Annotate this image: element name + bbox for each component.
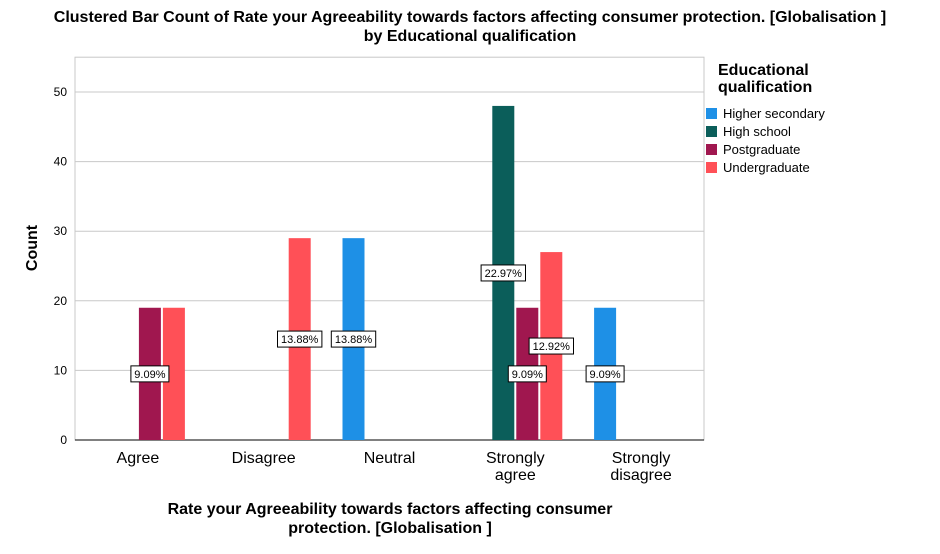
legend-item: Postgraduate [706,142,800,157]
legend-item: Undergraduate [706,160,810,175]
x-tick-label: Agree [117,450,160,467]
y-axis-label: Count [24,224,41,271]
legend-swatch [706,108,717,119]
legend-label: High school [723,124,791,139]
y-tick-label: 40 [54,155,68,169]
legend-swatch [706,162,717,173]
chart-title-line-2: by Educational qualification [363,28,577,45]
legend-swatch [706,144,717,155]
legend-item: Higher secondary [706,106,825,121]
x-axis-label-line-2: protection. [Globalisation ] [288,520,492,537]
data-label: 13.88% [330,330,377,348]
legend-title: Educational qualification [718,62,868,96]
data-label: 22.97% [480,264,527,282]
legend-title-line-2: qualification [718,79,813,96]
legend-item: High school [706,124,791,139]
y-tick-label: 10 [54,363,68,377]
svg-text:13.88%: 13.88% [281,334,319,346]
legend-title-line-1: Educational [718,62,809,79]
svg-text:13.88%: 13.88% [335,334,373,346]
chart-title: Clustered Bar Count of Rate your Agreeab… [0,8,940,46]
x-tick-label: disagree [610,467,671,484]
x-axis-label-line-1: Rate your Agreeability towards factors a… [167,501,613,518]
svg-text:12.92%: 12.92% [533,341,571,353]
x-tick-label: Disagree [232,450,296,467]
bar [162,307,185,440]
y-tick-label: 0 [60,433,67,447]
svg-text:9.09%: 9.09% [589,369,620,381]
data-label: 12.92% [528,337,574,355]
data-label: 9.09% [130,365,170,383]
y-tick-label: 50 [54,85,68,99]
data-label: 13.88% [277,330,323,348]
x-tick-label: Strongly [612,450,671,467]
chart-title-line-1: Clustered Bar Count of Rate your Agreeab… [53,9,887,26]
x-axis-label: Rate your Agreeability towards factors a… [100,500,680,538]
data-label: 9.09% [507,365,547,383]
y-tick-label: 30 [54,224,68,238]
legend-label: Undergraduate [723,160,810,175]
data-label: 9.09% [585,365,625,383]
svg-text:9.09%: 9.09% [512,369,543,381]
svg-text:22.97%: 22.97% [485,268,523,280]
x-tick-label: Strongly [486,450,545,467]
svg-text:9.09%: 9.09% [134,369,165,381]
legend-label: Higher secondary [723,106,825,121]
x-tick-label: Neutral [364,450,416,467]
legend-swatch [706,126,717,137]
y-tick-label: 20 [54,294,68,308]
x-tick-label: agree [495,467,536,484]
legend-label: Postgraduate [723,142,801,157]
